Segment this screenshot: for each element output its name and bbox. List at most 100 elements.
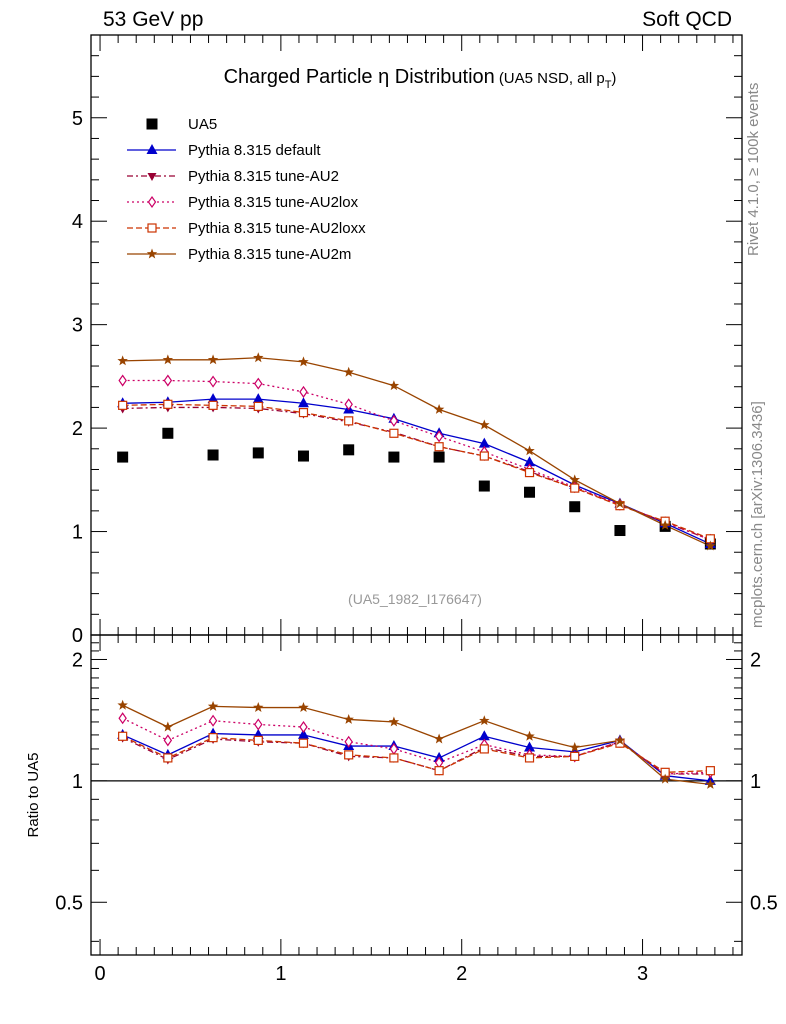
series-3-point <box>118 374 127 387</box>
series-3-point <box>208 375 218 388</box>
series-3-ratio-point <box>208 714 218 727</box>
series-0-point <box>388 451 400 463</box>
y-tick-label: 3 <box>72 315 83 337</box>
ratio-y-axis-label: Ratio to UA5 <box>25 752 42 837</box>
series-4-point <box>253 401 263 411</box>
series-1-point <box>478 437 490 448</box>
series-1-ratio-point <box>524 741 536 752</box>
series-0-point <box>524 486 536 498</box>
series-5-point <box>388 380 400 391</box>
series-1-point <box>252 393 264 404</box>
series-4-ratio-point <box>570 751 580 761</box>
legend-label: Pythia 8.315 default <box>188 142 321 159</box>
chart-title-sub: (UA5 NSD, all p <box>499 70 605 87</box>
series-4-ratio-point <box>344 750 354 760</box>
chart-title-main: Charged Particle η Distribution <box>224 66 495 88</box>
y-tick-label: 4 <box>72 211 83 233</box>
series-2-main-line <box>122 406 711 541</box>
ratio-tick-label-left: 2 <box>72 649 83 671</box>
x-tick-label: 1 <box>275 963 286 985</box>
series-4-point <box>524 467 535 478</box>
series-5-ratio-point <box>479 715 490 726</box>
series-5-point <box>659 519 671 530</box>
series-4-ratio-point <box>705 766 715 776</box>
series-4-point <box>118 400 128 410</box>
series-3-point <box>389 414 399 427</box>
series-3-point <box>344 398 353 411</box>
legend-marker <box>147 173 157 181</box>
series-5-ratio-point <box>614 734 626 745</box>
series-4-ratio-point <box>208 733 218 743</box>
series-4-point <box>208 400 218 410</box>
series-5-ratio-point <box>253 702 264 712</box>
chart-title: Charged Particle η Distribution (UA5 NSD,… <box>224 66 617 91</box>
series-5-point <box>524 445 535 456</box>
legend-marker <box>146 144 158 154</box>
series-2-ratio-line <box>122 737 711 775</box>
series-4-ratio-point <box>163 753 173 763</box>
series-4-point <box>570 483 580 493</box>
series-3-ratio-point <box>299 720 308 734</box>
series-5-main-line <box>122 357 711 547</box>
series-0-point <box>569 501 581 513</box>
series-0-point <box>433 451 445 463</box>
ratio-tick-label-right: 1 <box>750 771 761 793</box>
y-tick-label: 5 <box>72 108 83 130</box>
series-5-ratio-point <box>207 700 219 711</box>
legend-marker <box>147 195 157 209</box>
series-5-point <box>207 354 219 365</box>
series-4-point <box>163 399 173 409</box>
series-3-point <box>299 385 308 398</box>
series-4-ratio-point <box>524 753 535 763</box>
series-4-point <box>479 451 489 461</box>
ratio-tick-label-left: 1 <box>72 771 83 793</box>
y-tick-label: 2 <box>72 418 83 440</box>
series-1-ratio-point <box>297 728 309 739</box>
series-4-point <box>298 407 309 418</box>
series-5-point <box>162 354 174 365</box>
series-0-point <box>343 444 355 456</box>
series-5-ratio-point <box>705 778 716 789</box>
series-5-ratio-point <box>388 716 400 727</box>
x-tick-label: 2 <box>456 963 467 985</box>
chart-title-sub-index: T <box>605 79 612 91</box>
series-5-ratio-point <box>298 702 309 712</box>
series-5-ratio-point <box>162 721 174 732</box>
series-5-point <box>433 403 445 414</box>
ratio-tick-label-left: 0.5 <box>55 892 83 914</box>
x-tick-label: 0 <box>94 963 105 985</box>
series-4-main-line <box>122 403 711 540</box>
series-5-ratio-point <box>433 733 445 744</box>
series-0-point <box>162 427 174 439</box>
series-0-point <box>117 451 129 463</box>
series-5-ratio-line <box>122 704 711 786</box>
series-5-point <box>298 356 309 367</box>
series-5-ratio-point <box>117 699 128 710</box>
series-5-point <box>117 355 128 366</box>
series-1-ratio-point <box>478 730 490 741</box>
series-4-ratio-point <box>298 738 309 748</box>
series-0-point <box>614 525 626 537</box>
series-5-point <box>479 419 490 430</box>
series-4-point <box>434 442 444 452</box>
series-3-point <box>254 377 263 390</box>
series-4-ratio-point <box>479 744 489 754</box>
legend-label: Pythia 8.315 tune-AU2loxx <box>188 220 366 237</box>
series-3-ratio-point <box>118 712 127 725</box>
legend-label: UA5 <box>188 116 217 133</box>
series-1-point <box>297 397 309 408</box>
legend-marker <box>147 223 157 233</box>
series-5-point <box>614 498 626 509</box>
series-5-point <box>705 540 716 551</box>
series-1-point <box>207 393 219 404</box>
series-5-ratio-point <box>343 713 354 724</box>
y-tick-label-zero: 0 <box>72 625 83 647</box>
series-5-ratio-point <box>659 773 671 784</box>
series-5-ratio-point <box>524 730 535 741</box>
series-3-ratio-point <box>344 735 353 748</box>
series-3-point <box>434 430 444 443</box>
ratio-tick-label-right: 2 <box>750 649 761 671</box>
series-0-point <box>252 447 264 459</box>
series-3-ratio-point <box>163 734 173 747</box>
